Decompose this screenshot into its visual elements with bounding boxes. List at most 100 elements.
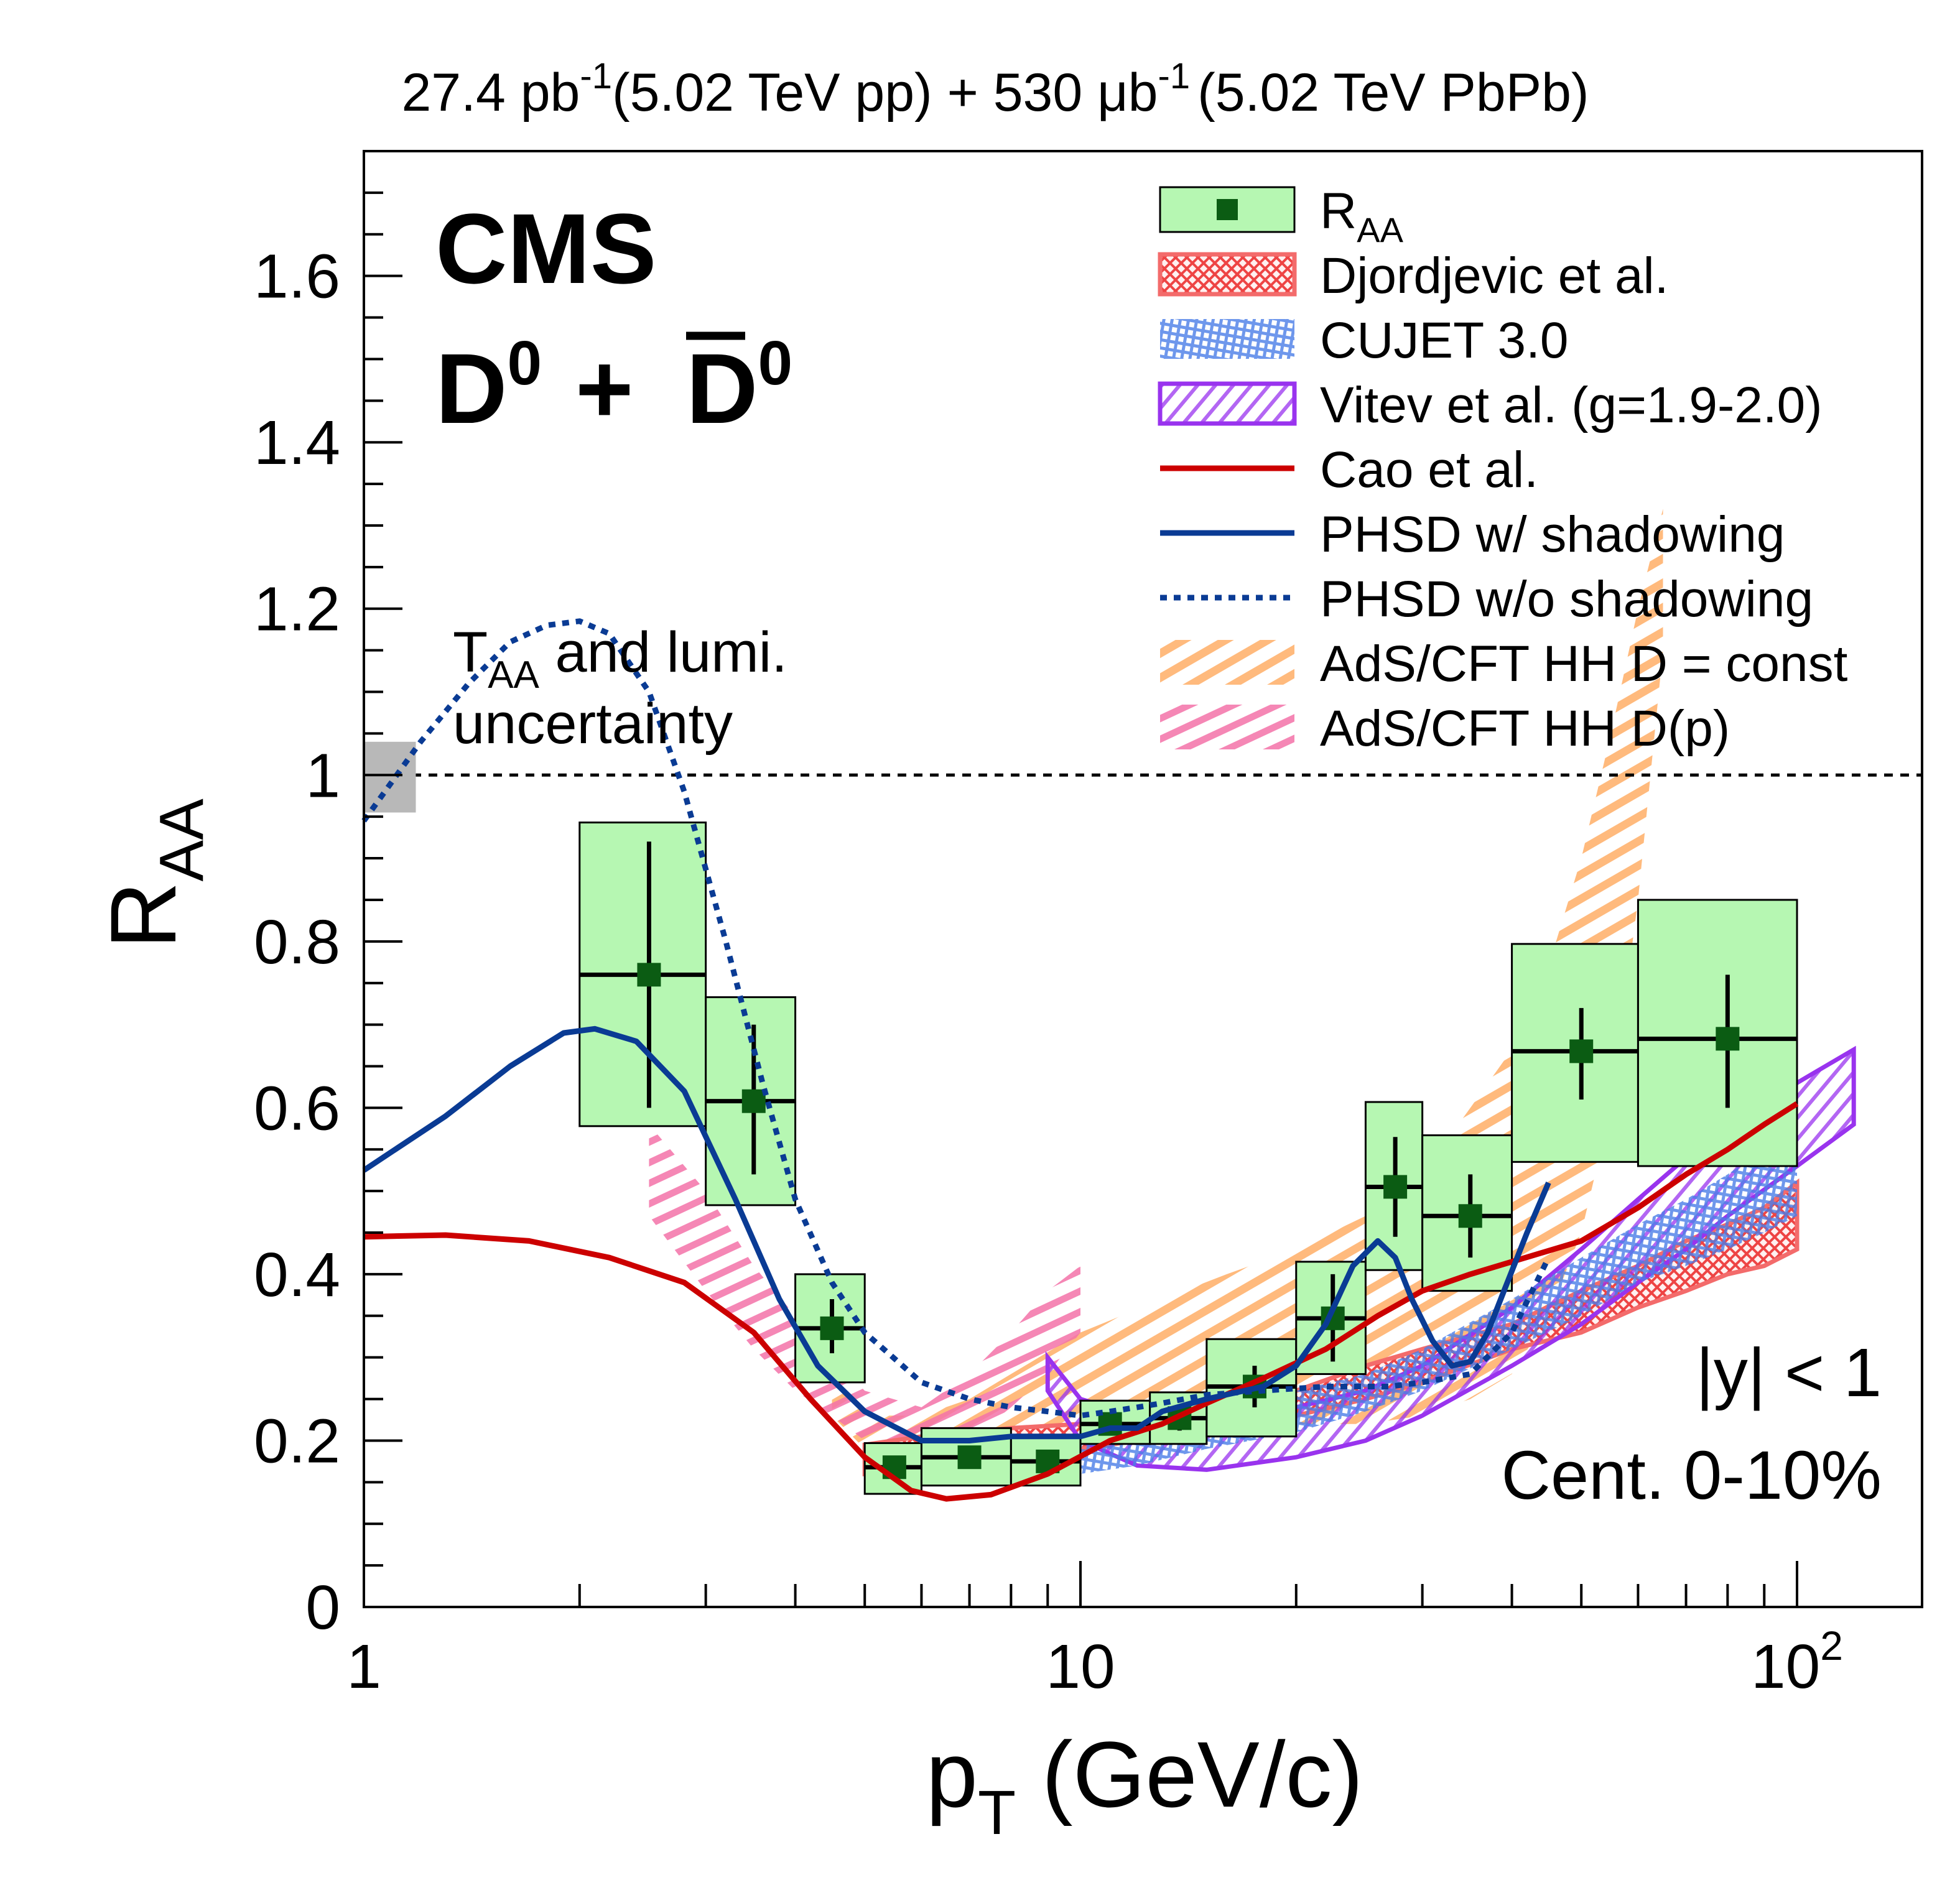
y-tick-label: 0.4 (254, 1240, 340, 1310)
x-axis-rest: (GeV/c) (1016, 1722, 1363, 1827)
phsd-shadowing-curve (362, 1026, 1551, 1443)
particle-d0bar: D0 (686, 328, 792, 444)
y-tick-label: 1.4 (254, 408, 340, 478)
data-marker (820, 1316, 844, 1340)
theory-curves (361, 618, 1799, 1502)
legend-label-text: PHSD w/o shadowing (1320, 571, 1813, 627)
data-marker (957, 1445, 982, 1470)
data-marker (1458, 1204, 1482, 1228)
header-lumi-pbpb-exp: -1 (1158, 56, 1191, 96)
y-tick-label: 0.8 (254, 907, 340, 977)
header-pbpb-label: (5.02 TeV PbPb) (1197, 63, 1589, 123)
x-axis-p: p (926, 1722, 978, 1827)
x-tick-label: 1 (346, 1632, 381, 1702)
taa-t: T (453, 621, 488, 684)
header-lumi-pbpb-unit: b (1128, 63, 1158, 123)
particle-dbar: D (686, 333, 758, 444)
taa-rest: and lumi. (539, 621, 787, 684)
particle-bar-sup: 0 (758, 328, 793, 398)
legend-label: RAA (1320, 183, 1404, 249)
legend-label-sub: AA (1357, 210, 1403, 249)
header-lumi-pp-exp: -1 (580, 56, 612, 96)
legend-swatch-band (1158, 252, 1297, 297)
legend-label: CUJET 3.0 (1320, 312, 1569, 369)
legend-swatch-band (1158, 381, 1297, 426)
y-tick-label: 1 (305, 741, 340, 810)
y-axis-sub: AA (147, 799, 216, 882)
header-luminosity: 27.4 pb-1(5.02 TeV pp) + 530 μb-1 (5.02 T… (401, 56, 1589, 123)
x-tick-label: 10 (1046, 1632, 1115, 1702)
legend-entry: Djordjevic et al. (1158, 248, 1669, 304)
particle-label: D0 + D0 (435, 328, 792, 444)
experiment-label: CMS (435, 193, 657, 304)
header-lumi-pp: 27.4 pb (401, 63, 580, 123)
data-point (1637, 899, 1798, 1167)
x-axis-title: pT (GeV/c) (926, 1722, 1363, 1848)
particle-sup: 0 (508, 328, 542, 398)
legend-entry: PHSD w/ shadowing (1160, 506, 1785, 563)
legend-label-text: Vitev et al. (g=1.9-2.0) (1320, 377, 1823, 433)
header-pp-label: (5.02 TeV pp) + 530 (612, 63, 1097, 123)
header-mu: μ (1097, 63, 1128, 123)
taa-note-line2: uncertainty (453, 692, 733, 756)
taa-note: TAA and lumi. (453, 621, 787, 697)
axis-ticks: 00.20.40.60.811.21.41.61 10 102 (254, 150, 1843, 1702)
legend-label: AdS/CFT HH D = const (1320, 636, 1848, 692)
y-tick-label: 0.6 (254, 1073, 340, 1143)
x-axis-sub: T (978, 1778, 1016, 1848)
data-point (794, 1273, 866, 1384)
legend-swatch-band (1160, 705, 1294, 749)
legend-label-text: Djordjevic et al. (1320, 248, 1669, 304)
legend-entry: Vitev et al. (g=1.9-2.0) (1158, 377, 1823, 433)
legend-label: PHSD w/ shadowing (1320, 506, 1785, 563)
legend-entry: PHSD w/o shadowing (1160, 571, 1813, 627)
legend-label-text: PHSD w/ shadowing (1320, 506, 1785, 563)
legend-label: PHSD w/o shadowing (1320, 571, 1813, 627)
legend-entry: AdS/CFT HH D = const (1160, 636, 1848, 692)
legend-label-text: R (1320, 183, 1357, 239)
taa-uncertainty-box (364, 741, 416, 813)
legend-label-text: Cao et al. (1320, 442, 1538, 498)
y-tick-label: 0.2 (254, 1406, 340, 1476)
reference-layer (364, 741, 1922, 813)
data-marker (741, 1089, 766, 1113)
y-axis-title: RAA (91, 799, 216, 949)
data-marker (1716, 1027, 1740, 1051)
legend-label-text: CUJET 3.0 (1320, 312, 1569, 369)
x-tick-label-base: 1 (346, 1632, 381, 1702)
x-tick-label-base: 10 (1751, 1632, 1820, 1702)
data-point (578, 822, 707, 1128)
rapidity-label: |y| < 1 (1696, 1335, 1882, 1411)
data-marker (637, 963, 661, 987)
particle-d0: D0 (435, 328, 542, 444)
legend-label: AdS/CFT HH D(p) (1320, 700, 1730, 757)
ads-dp-band (649, 1124, 1080, 1458)
taa-sub: AA (488, 654, 539, 697)
legend-swatch-band (1160, 319, 1294, 359)
data-point (1511, 943, 1639, 1163)
legend-entry: RAA (1159, 183, 1404, 249)
legend-swatch-band (1160, 640, 1294, 685)
legend-label: Djordjevic et al. (1320, 248, 1669, 304)
legend-label-text: AdS/CFT HH D = const (1320, 636, 1848, 692)
plot-frame (363, 150, 1923, 1608)
legend-swatch-data-marker (1217, 199, 1238, 220)
y-tick-label: 1.6 (254, 242, 340, 312)
x-tick-label-sup: 2 (1820, 1623, 1843, 1669)
cao-curve (363, 1101, 1799, 1502)
legend-label: Vitev et al. (g=1.9-2.0) (1320, 377, 1823, 433)
data-marker (1383, 1175, 1408, 1199)
y-axis-r: R (91, 882, 195, 949)
x-tick-label: 102 (1751, 1623, 1843, 1702)
particle-plus: + (575, 333, 633, 444)
y-tick-label: 1.2 (254, 575, 340, 644)
legend-label-text: AdS/CFT HH D(p) (1320, 700, 1730, 757)
y-tick-label: 0 (305, 1573, 340, 1642)
data-marker (1569, 1039, 1594, 1063)
data-point (863, 1442, 922, 1495)
legend-entry: AdS/CFT HH D(p) (1160, 700, 1730, 757)
legend-entry: Cao et al. (1160, 442, 1538, 498)
legend-entry: CUJET 3.0 (1160, 312, 1569, 369)
